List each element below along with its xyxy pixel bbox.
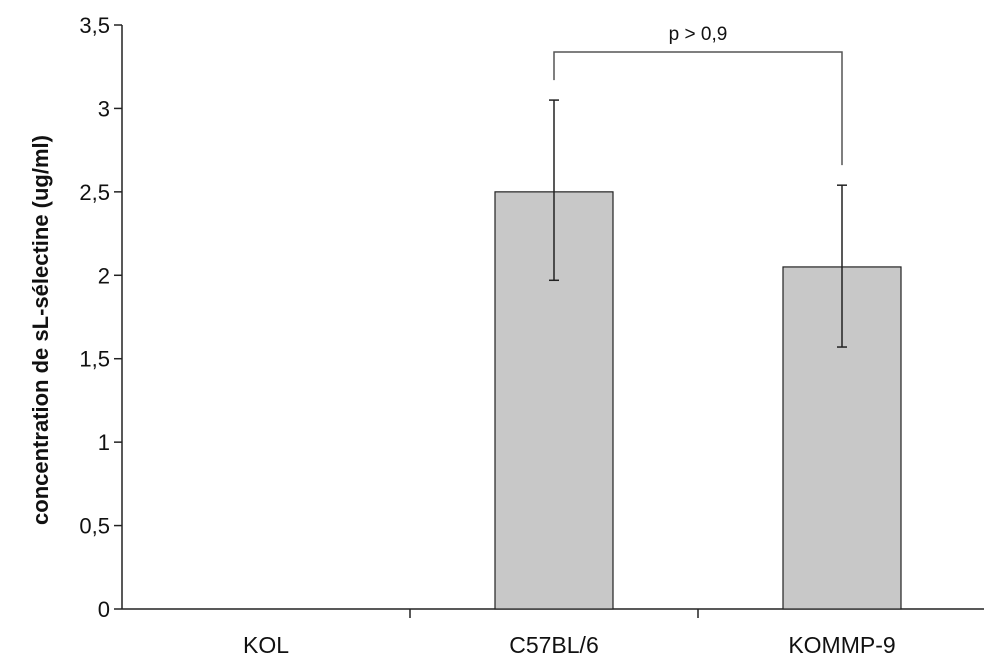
significance-annotation: p > 0,9 [553, 24, 843, 166]
bars [494, 191, 902, 610]
y-tick-label: 2,5 [79, 180, 110, 205]
y-axis: 0 0,5 1 1,5 2 2,5 3 3,5 [79, 13, 123, 622]
significance-bracket [553, 51, 843, 166]
y-axis-title: concentration de sL-sélectine (ug/ml) [28, 135, 53, 525]
significance-label: p > 0,9 [669, 24, 728, 45]
x-category-label: C57BL/6 [509, 632, 599, 658]
y-tick-label: 3 [98, 96, 110, 121]
y-tick-label: 0 [98, 597, 110, 622]
x-category-label: KOMMP-9 [788, 632, 895, 658]
y-tick-label: 0,5 [79, 514, 110, 539]
y-tick-label: 1,5 [79, 347, 110, 372]
x-category-label: KOL [243, 632, 289, 658]
y-tick-label: 2 [98, 263, 110, 288]
x-axis: KOL C57BL/6 KOMMP-9 [122, 608, 984, 658]
y-tick-label: 1 [98, 430, 110, 455]
y-tick-label: 3,5 [79, 13, 110, 38]
error-bars [549, 99, 847, 348]
